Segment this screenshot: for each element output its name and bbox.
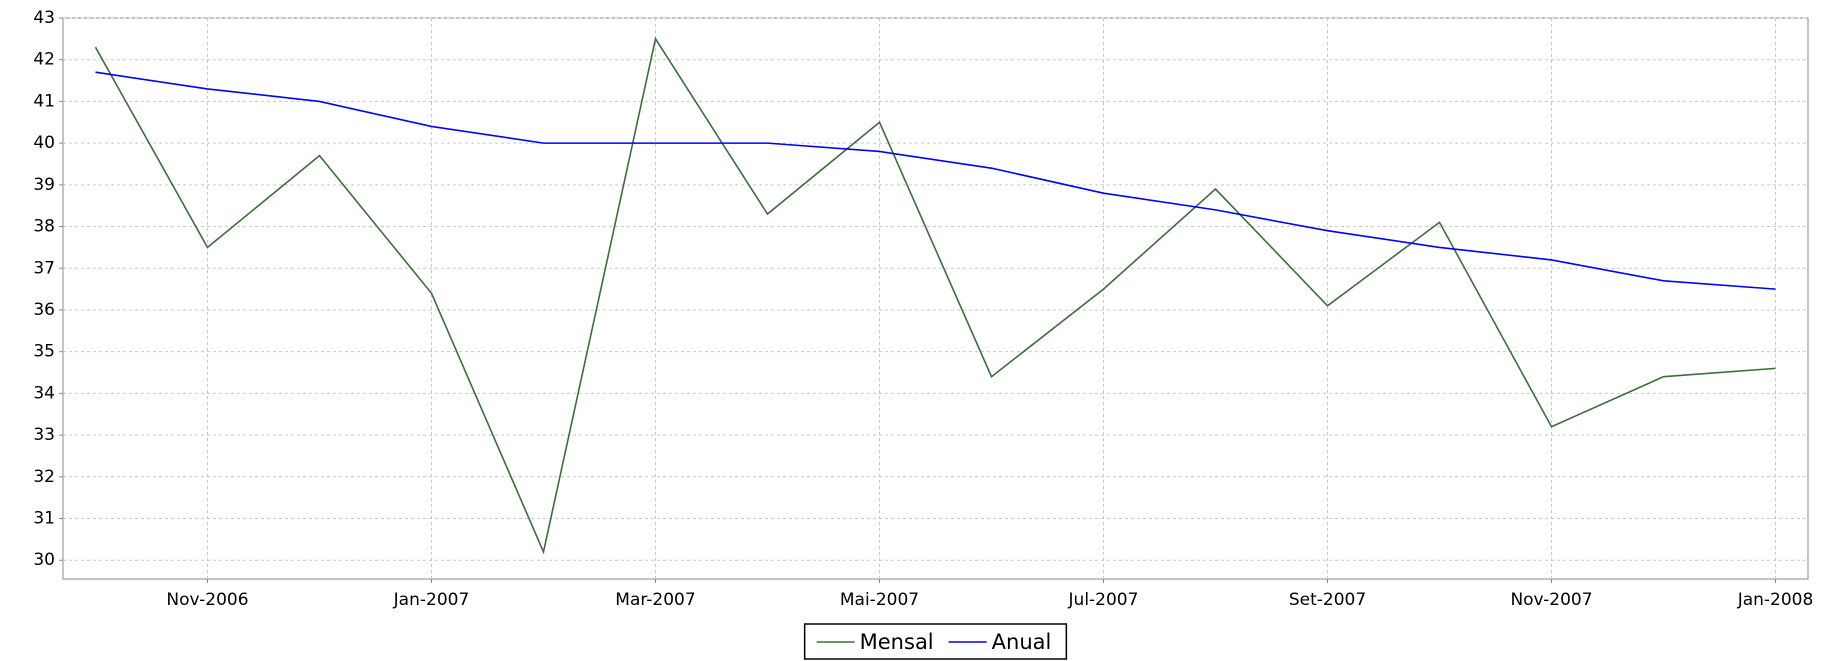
y-tick-label: 41 <box>33 91 55 111</box>
y-tick-label: 43 <box>33 8 55 28</box>
series-line <box>95 71 1776 290</box>
plot-area <box>62 17 1809 580</box>
y-tick-label: 36 <box>33 300 55 320</box>
y-tick-label: 37 <box>33 258 55 278</box>
y-tick-label: 42 <box>33 50 55 70</box>
x-tick-label: Jul-2007 <box>1068 590 1139 610</box>
series-line <box>94 36 1776 555</box>
y-tick-label: 40 <box>33 133 55 153</box>
x-tick-label: Mar-2007 <box>615 590 695 610</box>
x-tick-label: Nov-2006 <box>166 590 248 610</box>
y-tick-label: 30 <box>33 550 55 570</box>
legend-label: Mensal <box>860 630 934 654</box>
x-tick-label: Mai-2007 <box>840 590 919 610</box>
y-tick-label: 38 <box>33 217 55 237</box>
y-tick-label: 34 <box>33 383 55 403</box>
y-tick-label: 32 <box>33 467 55 487</box>
y-tick-label: 35 <box>33 342 55 362</box>
legend-label: Anual <box>992 630 1052 654</box>
y-tick-label: 31 <box>33 509 55 529</box>
y-tick-label: 39 <box>33 175 55 195</box>
legend: Mensal Anual <box>803 623 1068 660</box>
x-tick-label: Jan-2008 <box>1737 590 1814 610</box>
y-tick-label: 33 <box>33 425 55 445</box>
x-tick-label: Jan-2007 <box>393 590 470 610</box>
x-tick-label: Set-2007 <box>1289 590 1366 610</box>
x-tick-label: Nov-2007 <box>1510 590 1592 610</box>
